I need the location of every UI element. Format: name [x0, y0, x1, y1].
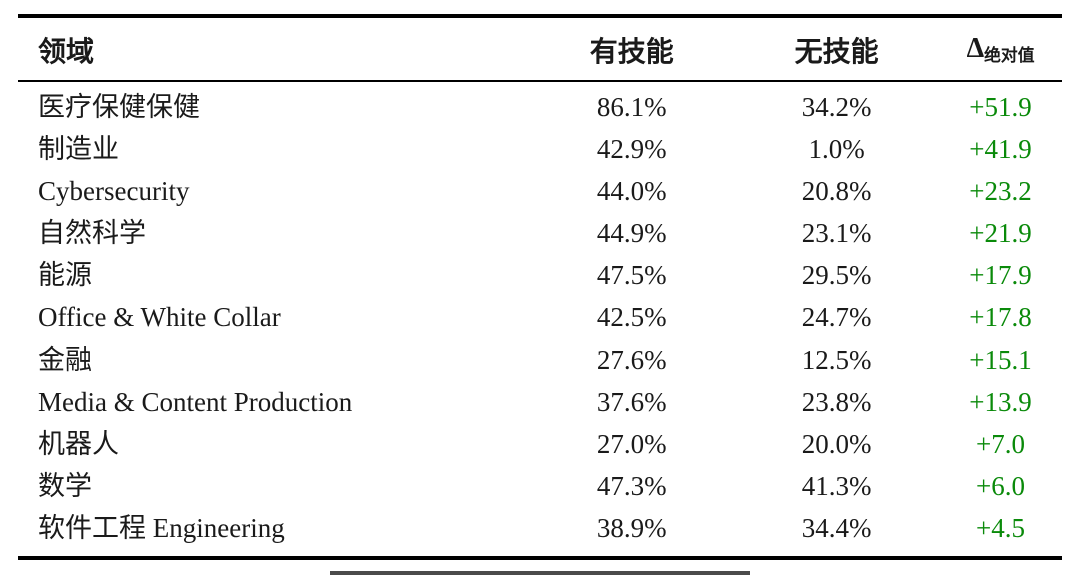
table-header: 领域 有技能 无技能 Δ绝对值	[18, 16, 1062, 82]
cell-with-skill: 86.1%	[596, 92, 667, 122]
table-row: 机器人 27.0% 20.0% +7.0	[18, 423, 1062, 465]
delta-symbol: Δ	[966, 33, 985, 65]
cell-domain: 能源	[38, 260, 92, 291]
table-row: 自然科学 44.9% 23.1% +21.9	[18, 213, 1062, 255]
cell-without-skill: 1.0%	[808, 134, 865, 165]
delta-subscript: 绝对值	[984, 46, 1035, 66]
cell-without-skill: 29.5%	[801, 260, 872, 291]
cell-without-skill: 23.8%	[801, 386, 872, 417]
cell-delta: +7.0	[976, 428, 1026, 459]
cell-delta: +6.0	[976, 470, 1026, 501]
table-row: Office & White Collar 42.5% 24.7% +17.8	[18, 297, 1062, 339]
cell-with-skill: 42.9%	[596, 134, 667, 165]
table-body: 医疗保健保健 86.1% 34.2% +51.9 制造业 42.9% 1.0% …	[18, 81, 1062, 558]
skills-comparison-table: 领域 有技能 无技能 Δ绝对值 医疗保健保健 86.1% 34.2% +51.9…	[18, 14, 1062, 561]
table-row: 能源 47.5% 29.5% +17.9	[18, 255, 1062, 297]
cell-without-skill: 23.1%	[801, 218, 872, 249]
header-row: 领域 有技能 无技能 Δ绝对值	[18, 16, 1062, 82]
cropped-next-element-artifact	[330, 571, 750, 575]
cell-domain: Office & White Collar	[38, 302, 281, 333]
cell-without-skill: 20.8%	[801, 176, 872, 207]
cell-without-skill: 34.4%	[801, 512, 872, 543]
cell-delta: +4.5	[976, 512, 1026, 543]
cell-with-skill: 38.9%	[596, 512, 667, 543]
cell-delta: +17.9	[969, 260, 1032, 291]
cell-delta: +15.1	[969, 344, 1032, 375]
cell-delta: +23.2	[969, 176, 1032, 207]
cell-delta: +13.9	[969, 386, 1032, 417]
cell-with-skill: 47.3%	[596, 470, 667, 501]
table-row: 软件工程 Engineering 38.9% 34.4% +4.5	[18, 507, 1062, 558]
cell-domain: 数学	[38, 470, 92, 501]
cell-domain: Media & Content Production	[38, 386, 353, 417]
cell-without-skill: 20.0%	[801, 428, 872, 459]
cell-without-skill: 41.3%	[801, 470, 872, 501]
cell-domain: 制造业	[38, 134, 119, 165]
header-without-skill: 无技能	[734, 16, 940, 82]
cell-delta: +41.9	[969, 134, 1032, 165]
cell-with-skill: 42.5%	[596, 302, 667, 333]
cell-with-skill: 44.9%	[596, 218, 667, 249]
table-row: 数学 47.3% 41.3% +6.0	[18, 465, 1062, 507]
table-row: Media & Content Production 37.6% 23.8% +…	[18, 381, 1062, 423]
header-domain: 领域	[18, 16, 530, 82]
table-row: 金融 27.6% 12.5% +15.1	[18, 339, 1062, 381]
cell-with-skill: 27.6%	[596, 344, 667, 375]
table-row: 医疗保健保健 86.1% 34.2% +51.9	[18, 81, 1062, 129]
cell-domain: 医疗保健保健	[38, 92, 200, 122]
cell-domain: Cybersecurity	[38, 176, 190, 207]
header-with-skill: 有技能	[529, 16, 735, 82]
cell-without-skill: 34.2%	[801, 92, 872, 122]
cell-delta: +51.9	[969, 92, 1032, 122]
table-row: Cybersecurity 44.0% 20.8% +23.2	[18, 171, 1062, 213]
cell-with-skill: 44.0%	[596, 176, 667, 207]
cell-with-skill: 47.5%	[596, 260, 667, 291]
cell-without-skill: 24.7%	[801, 302, 872, 333]
cell-domain: 金融	[38, 344, 92, 375]
cell-domain: 软件工程 Engineering	[38, 512, 285, 543]
cell-without-skill: 12.5%	[801, 344, 872, 375]
cell-delta: +17.8	[969, 302, 1032, 333]
cell-domain: 机器人	[38, 428, 119, 459]
table-row: 制造业 42.9% 1.0% +41.9	[18, 129, 1062, 171]
cell-with-skill: 27.0%	[596, 428, 667, 459]
cell-domain: 自然科学	[38, 218, 146, 249]
cell-with-skill: 37.6%	[596, 386, 667, 417]
cell-delta: +21.9	[969, 218, 1032, 249]
header-delta: Δ绝对值	[939, 16, 1062, 82]
